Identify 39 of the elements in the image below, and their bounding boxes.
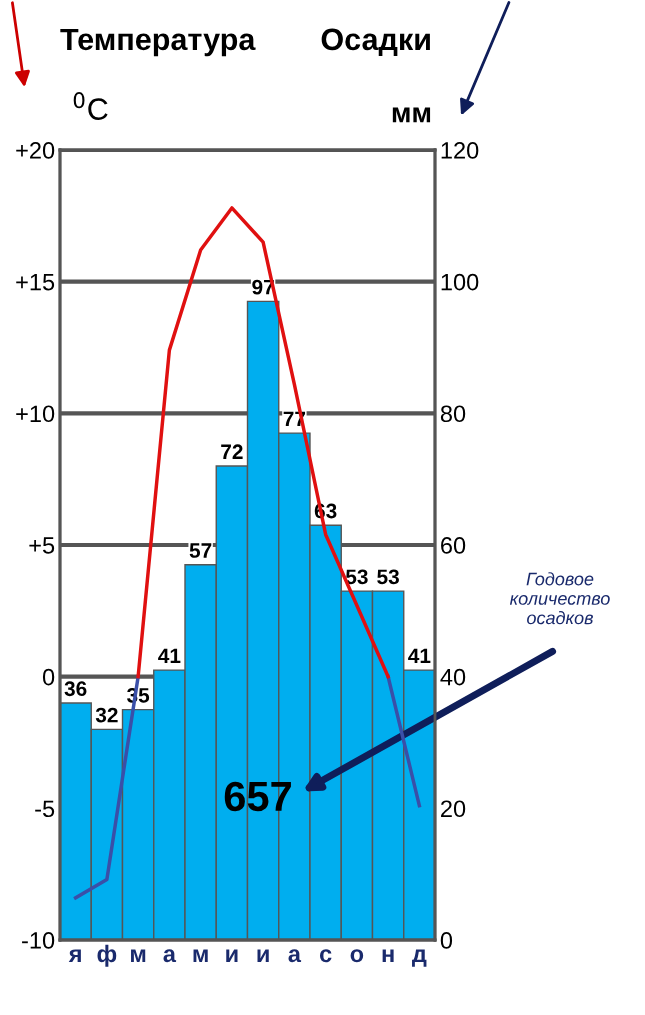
data-label: 32 <box>95 707 118 723</box>
y-tick-label: +20 <box>16 142 55 159</box>
y-tick-label: -10 <box>22 932 55 949</box>
data-label: 41 <box>158 648 181 663</box>
x-tick-label: а <box>288 949 302 963</box>
text: мм <box>392 107 431 123</box>
y2-tick-label: 100 <box>441 273 479 291</box>
y2-tick-label: 120 <box>441 142 479 159</box>
y2-axis-title: Осадки <box>321 28 430 56</box>
x-tick-label: а <box>163 949 177 963</box>
y2-tick-label: 0 <box>440 932 453 949</box>
y-tick-label: +10 <box>16 405 55 423</box>
data-label: 36 <box>64 681 87 697</box>
y-tick-label: +15 <box>16 273 55 291</box>
y2-tick-label: 20 <box>441 800 466 818</box>
x-tick-label: н <box>382 949 394 962</box>
y-tick-label: -5 <box>35 800 55 818</box>
y-tick-label: 0 <box>42 668 55 686</box>
y-axis-title: Температура <box>60 28 256 57</box>
text: $^{0}$C <box>73 92 108 120</box>
x-tick-label: с <box>319 949 332 963</box>
y2-tick-label: 80 <box>440 405 466 423</box>
y2-tick-label: 60 <box>441 537 466 554</box>
x-tick-label: м <box>193 949 208 962</box>
x-tick-label: о <box>350 949 364 963</box>
x-tick-label: и <box>257 949 269 962</box>
data-label: 53 <box>345 569 368 585</box>
data-label: 72 <box>221 444 243 459</box>
x-tick-label: и <box>226 949 238 962</box>
data-label: 53 <box>377 569 399 585</box>
x-tick-label: я <box>68 949 81 962</box>
y-tick-label: +5 <box>29 537 55 554</box>
x-tick-label: м <box>131 949 146 962</box>
x-tick-label: д <box>412 949 427 967</box>
y2-tick-label: 40 <box>440 668 466 686</box>
text: Годовое количество осадков <box>509 572 610 625</box>
data-label: 41 <box>408 648 431 663</box>
x-tick-label: ф <box>97 944 117 967</box>
data-label: 57 <box>189 543 212 558</box>
